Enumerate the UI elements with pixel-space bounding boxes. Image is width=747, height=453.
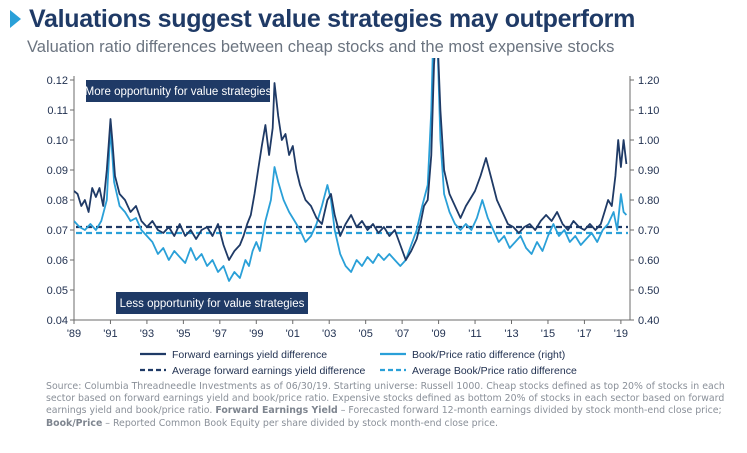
y-right-tick-label: 1.00: [638, 135, 659, 147]
annotation-top-box: [86, 80, 270, 102]
x-tick-label: '93: [140, 328, 154, 340]
legend-avg-forward-yield-label: Average forward earnings yield differenc…: [172, 365, 366, 377]
y-left-tick-label: 0.10: [47, 135, 68, 147]
title-arrow-icon: [10, 10, 21, 28]
page-subtitle: Valuation ratio differences between chea…: [27, 38, 615, 56]
annotation-top-text: More opportunity for value strategies: [85, 86, 272, 98]
x-tick-label: '13: [504, 328, 518, 340]
x-tick-label: '19: [614, 328, 628, 340]
x-tick-label: '15: [541, 328, 555, 340]
book-price-series-line: [74, 58, 628, 282]
x-tick-label: '07: [395, 328, 409, 340]
y-left-tick-label: 0.04: [47, 315, 68, 327]
y-left-tick-label: 0.07: [47, 225, 68, 237]
y-right-tick-label: 0.40: [638, 315, 659, 327]
x-tick-label: '01: [286, 328, 300, 340]
x-tick-label: '99: [249, 328, 263, 340]
title-row: Valuations suggest value strategies may …: [10, 4, 635, 34]
source-label-fwd: Forward Earnings Yield: [215, 405, 338, 417]
x-tick-label: '03: [322, 328, 336, 340]
source-label-bp: Book/Price: [46, 417, 103, 429]
annotation-bottom-box: [116, 292, 308, 314]
legend-avg-book-price-label: Average Book/Price ratio difference: [412, 365, 577, 377]
x-tick-label: '89: [67, 328, 81, 340]
source-note: Source: Columbia Threadneedle Investment…: [46, 381, 736, 430]
y-right-tick-label: 0.50: [638, 285, 659, 297]
page-title: Valuations suggest value strategies may …: [29, 4, 636, 33]
annotation-bottom-text: Less opportunity for value strategies: [120, 298, 305, 310]
x-tick-label: '11: [468, 328, 482, 340]
y-right-tick-label: 1.10: [638, 105, 659, 117]
y-right-tick-label: 1.20: [638, 75, 659, 87]
y-left-tick-label: 0.09: [47, 165, 68, 177]
source-bp-definition: – Reported Common Book Equity per share …: [102, 417, 498, 429]
x-tick-label: '05: [359, 328, 373, 340]
x-tick-label: '17: [577, 328, 591, 340]
y-left-tick-label: 0.11: [47, 105, 68, 117]
x-tick-label: '09: [431, 328, 445, 340]
x-tick-label: '95: [176, 328, 190, 340]
legend-book-price-label: Book/Price ratio difference (right): [412, 349, 565, 361]
x-tick-label: '97: [213, 328, 227, 340]
forward-yield-series-line: [74, 58, 628, 261]
y-right-tick-label: 0.60: [638, 255, 659, 267]
source-fwd-definition: – Forecasted forward 12-month earnings d…: [337, 405, 722, 417]
y-left-tick-label: 0.12: [47, 75, 68, 87]
legend-forward-yield-label: Forward earnings yield difference: [172, 349, 327, 361]
y-right-tick-label: 0.80: [638, 195, 659, 207]
y-right-tick-label: 0.70: [638, 225, 659, 237]
y-left-tick-label: 0.06: [47, 255, 68, 267]
source-text: Source: Columbia Threadneedle Investment…: [46, 381, 725, 417]
y-left-tick-label: 0.08: [47, 195, 68, 207]
y-left-tick-label: 0.05: [47, 285, 68, 297]
valuation-chart: 0.04 0.05 0.06 0.07 0.08 0.09 0.10 0.11 0.12 0.40…: [47, 58, 659, 377]
x-tick-label: '91: [103, 328, 117, 340]
y-right-tick-label: 0.90: [638, 165, 659, 177]
